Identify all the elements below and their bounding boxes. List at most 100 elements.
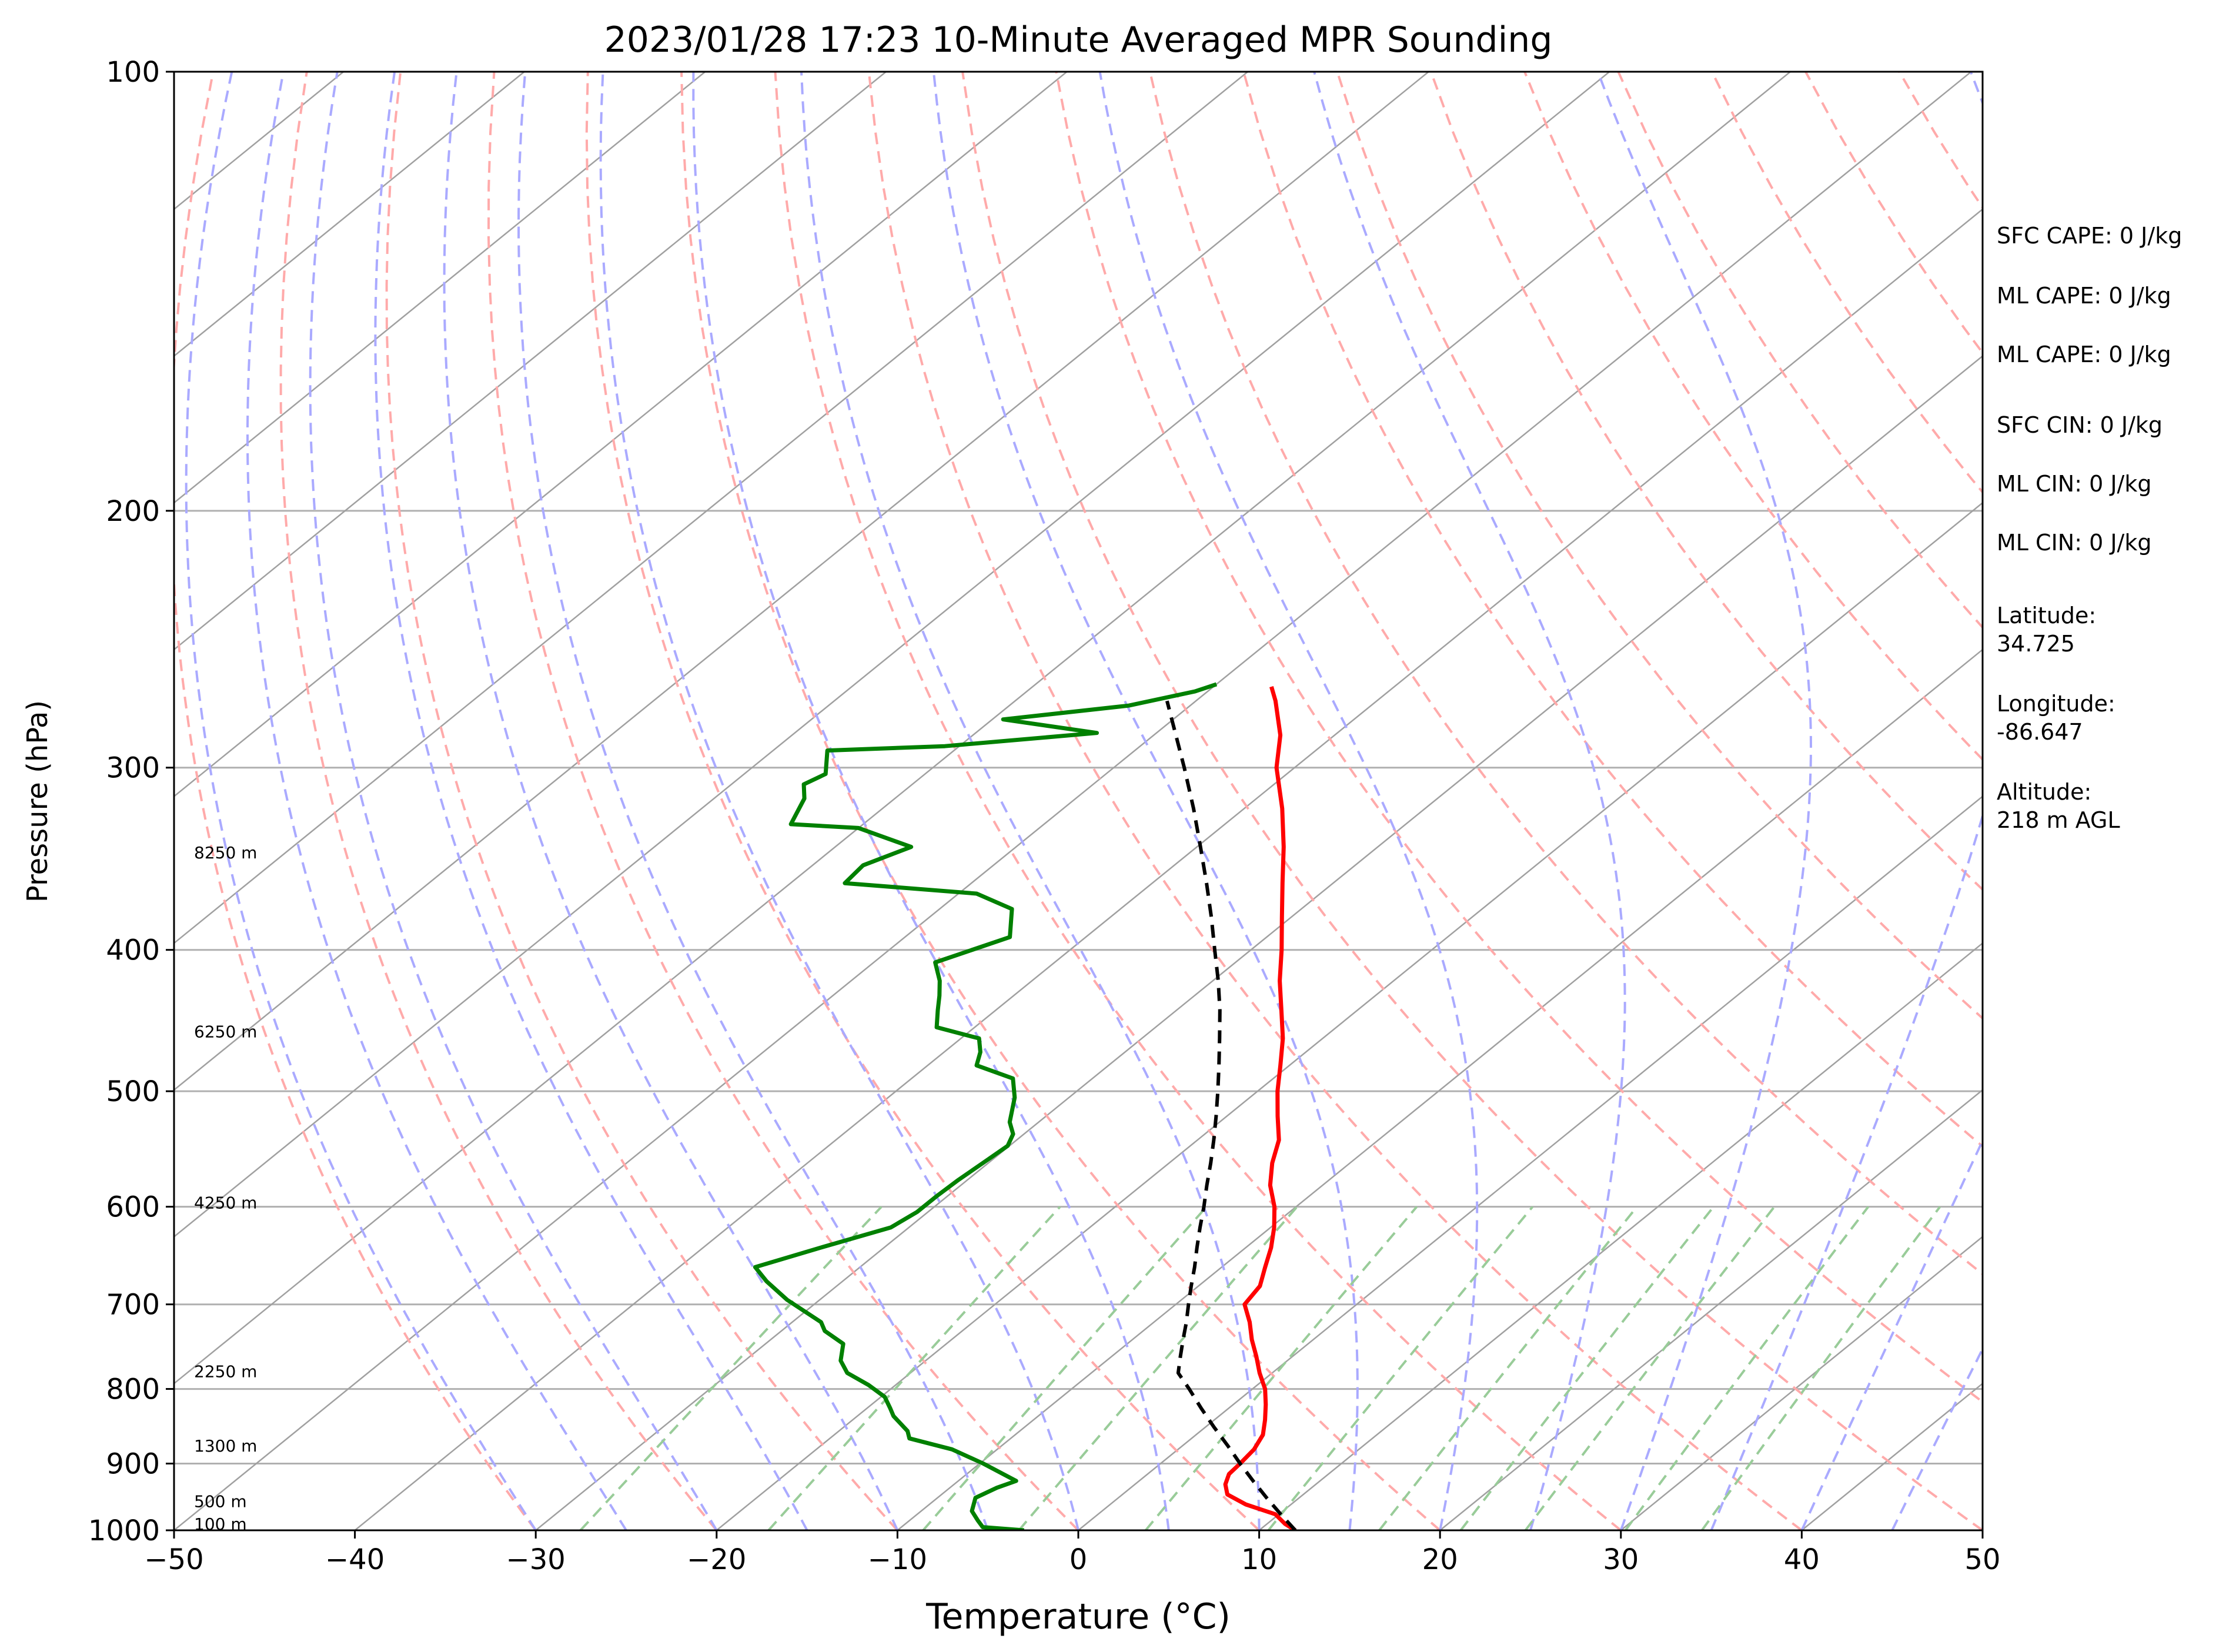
height-label: 8250 m — [194, 843, 257, 862]
isotherm-line — [1620, 1236, 1983, 1530]
latitude-label: Latitude: — [1997, 603, 2096, 628]
height-label: 4250 m — [194, 1193, 257, 1212]
dry-adiabat-line — [385, 72, 898, 1530]
longitude-value: -86.647 — [1997, 719, 2083, 745]
dry-adiabat-line — [680, 72, 1441, 1530]
altitude-label: Altitude: — [1997, 779, 2091, 805]
dry-adiabat-line — [867, 72, 1803, 1530]
x-tick-label: −20 — [687, 1543, 746, 1576]
moist-adiabat-line — [517, 72, 990, 1530]
x-tick-label: 50 — [1964, 1543, 2000, 1576]
sfc-cin-text: SFC CIN: 0 J/kg — [1997, 412, 2163, 438]
y-tick-label: 700 — [106, 1289, 160, 1322]
isotherm-line — [174, 72, 706, 504]
dry-adiabat-line — [2180, 72, 2226, 1530]
height-label: 100 m — [194, 1514, 247, 1534]
moist-adiabat-line — [1098, 72, 1479, 1530]
x-tick-label: 40 — [1784, 1543, 1820, 1576]
dry-adiabat-line — [1055, 72, 1983, 1404]
dry-adiabat-line — [1148, 72, 1983, 1276]
y-tick-label: 600 — [106, 1191, 160, 1224]
moist-adiabat-line — [692, 72, 1170, 1530]
isotherm-line — [174, 72, 525, 357]
series-line-0 — [1223, 686, 1296, 1530]
latitude-value: 34.725 — [1997, 631, 2075, 657]
height-label: 2250 m — [194, 1362, 257, 1382]
x-tick-label: 30 — [1603, 1543, 1639, 1576]
series-line-2 — [1165, 700, 1297, 1530]
y-tick-label: 300 — [106, 752, 160, 785]
mixing-ratio-line — [579, 1206, 883, 1530]
mixing-ratio-line — [1524, 1206, 1776, 1530]
y-tick-label: 200 — [106, 495, 160, 528]
mixing-ratio-line — [1700, 1206, 1941, 1530]
dry-adiabat-line — [774, 72, 1622, 1530]
moist-adiabat-line — [374, 72, 808, 1530]
height-label: 6250 m — [194, 1022, 257, 1042]
ml-cin-text-2: ML CIN: 0 J/kg — [1997, 530, 2151, 556]
isotherm-line — [174, 72, 887, 651]
height-label: 500 m — [194, 1492, 247, 1511]
isotherm-line — [535, 355, 1983, 1530]
isotherm-line — [716, 501, 1983, 1530]
moist-adiabat-line — [246, 72, 627, 1530]
moist-adiabat-line — [800, 72, 1261, 1530]
mixing-ratio-line — [767, 1206, 1061, 1530]
chart-title: 2023/01/28 17:23 10-Minute Averaged MPR … — [604, 19, 1553, 61]
mixing-ratio-line — [1267, 1206, 1534, 1530]
moist-adiabat-line — [1313, 72, 1626, 1530]
x-tick-label: 0 — [1069, 1543, 1088, 1576]
mixing-ratio-line — [1378, 1206, 1638, 1530]
isotherm-line — [354, 208, 1983, 1530]
y-tick-label: 900 — [106, 1447, 160, 1480]
height-labels: 8250 m 6250 m 4250 m 2250 m 1300 m 500 m 100 m — [194, 843, 257, 1534]
isotherm-line — [174, 72, 1972, 1530]
isotherm-line — [174, 72, 1068, 798]
height-label: 1300 m — [194, 1436, 257, 1456]
series-line-1 — [753, 682, 1218, 1530]
x-tick-label: 20 — [1422, 1543, 1458, 1576]
x-tick-label: 10 — [1241, 1543, 1277, 1576]
sfc-cape-text: SFC CAPE: 0 J/kg — [1997, 223, 2182, 249]
isotherm-line — [174, 72, 1248, 944]
mixing-ratio-line — [1624, 1206, 1870, 1530]
ml-cape-text: ML CAPE: 0 J/kg — [1997, 283, 2171, 309]
background-lines — [174, 72, 2226, 1530]
moist-adiabat-line — [1800, 1138, 1983, 1530]
isotherm-line — [2164, 72, 2226, 1530]
dry-adiabat-line — [961, 72, 1983, 1530]
dry-adiabat-line — [1242, 72, 1983, 1148]
ml-cin-text: ML CIN: 0 J/kg — [1997, 471, 2151, 497]
info-panel: SFC CAPE: 0 J/kg ML CAPE: 0 J/kg ML CAPE… — [1997, 223, 2182, 833]
moist-adiabat-line — [932, 72, 1359, 1530]
mixing-ratio-line — [1144, 1206, 1418, 1530]
isotherm-line — [1078, 795, 1983, 1530]
y-axis-ticks: 100 200 300 400 500 600 700 800 900 1000 — [88, 56, 174, 1547]
x-tick-label: −10 — [868, 1543, 927, 1576]
dry-adiabat-line — [585, 72, 1260, 1530]
mixing-ratio-line — [1018, 1206, 1298, 1530]
x-axis-label: Temperature (°C) — [925, 1596, 1231, 1637]
dry-adiabat-line — [487, 72, 1079, 1530]
dry-adiabat-line — [1429, 72, 1983, 891]
isotherm-line — [1258, 942, 1983, 1530]
series-layer — [753, 682, 1297, 1530]
y-tick-label: 400 — [106, 934, 160, 967]
isotherm-line — [897, 648, 1983, 1530]
y-tick-label: 1000 — [88, 1514, 160, 1547]
moist-adiabat-line — [185, 72, 537, 1530]
mixing-ratio-line — [1459, 1206, 1715, 1530]
dry-adiabat-line — [279, 72, 718, 1530]
mixing-ratio-line — [922, 1206, 1208, 1530]
dry-adiabat-line — [174, 72, 537, 1530]
y-tick-label: 100 — [106, 56, 160, 89]
isotherm-line — [1439, 1089, 1983, 1530]
moist-adiabat-line — [309, 72, 718, 1530]
moist-adiabat-line — [599, 72, 1079, 1530]
y-tick-label: 800 — [106, 1373, 160, 1406]
x-tick-label: −30 — [506, 1543, 566, 1576]
ml-cape-text-2: ML CAPE: 0 J/kg — [1997, 342, 2171, 367]
y-tick-label: 500 — [106, 1075, 160, 1108]
longitude-label: Longitude: — [1997, 691, 2115, 717]
